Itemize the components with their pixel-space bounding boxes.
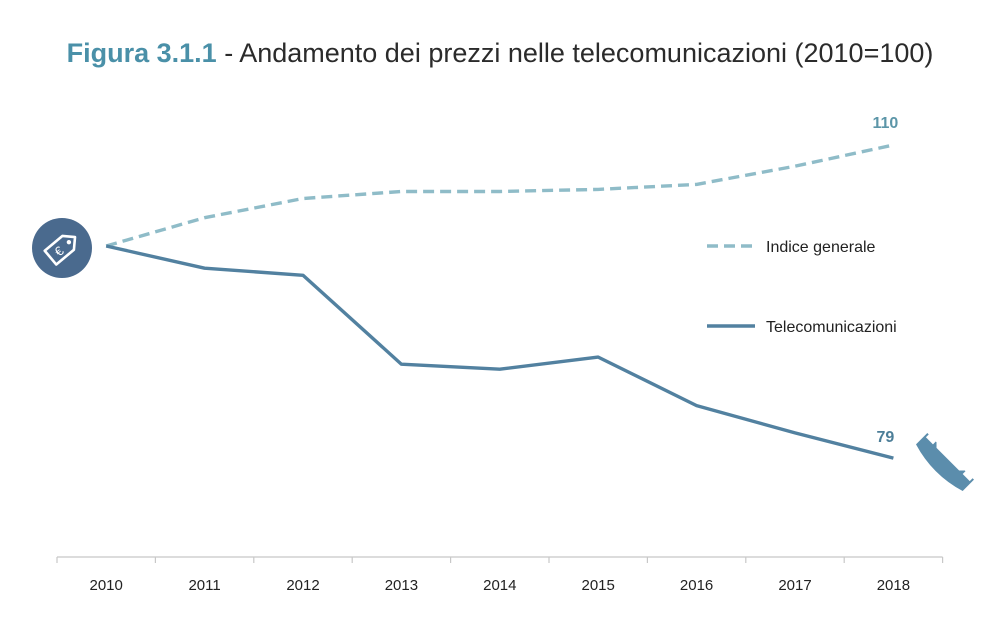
legend-label: Telecomunicazioni [766,319,897,336]
price-tag-icon: € [32,218,92,278]
title-text: - Andamento dei prezzi nelle telecomunic… [216,38,934,68]
series-layer: 110 79 [105,115,898,460]
x-tick-label: 2013 [385,577,418,594]
x-tick-label: 2016 [680,577,713,594]
x-tick-label: 2017 [778,577,811,594]
x-tick-label: 2015 [582,577,615,594]
x-axis: 2010 2011 2012 2013 2014 2015 2016 2017 2018 [56,556,944,594]
figure-number: Figura 3.1.1 [66,38,217,68]
data-label: 79 [877,429,895,446]
data-label: 110 [872,115,898,132]
x-tick-label: 2018 [877,577,910,594]
chart-title: Figura 3.1.1 - Andamento dei prezzi nell… [0,38,1000,69]
x-tick-label: 2012 [286,577,319,594]
telephone-icon [916,433,974,491]
series-line-telecomunicazioni [105,244,894,460]
legend-label: Indice generale [766,239,876,256]
legend: Indice generale Telecomunicazioni [707,239,897,336]
series-line-indice-generale [105,143,894,248]
x-tick-label: 2010 [90,577,123,594]
x-tick-label: 2014 [483,577,516,594]
x-tick-label: 2011 [188,577,220,594]
